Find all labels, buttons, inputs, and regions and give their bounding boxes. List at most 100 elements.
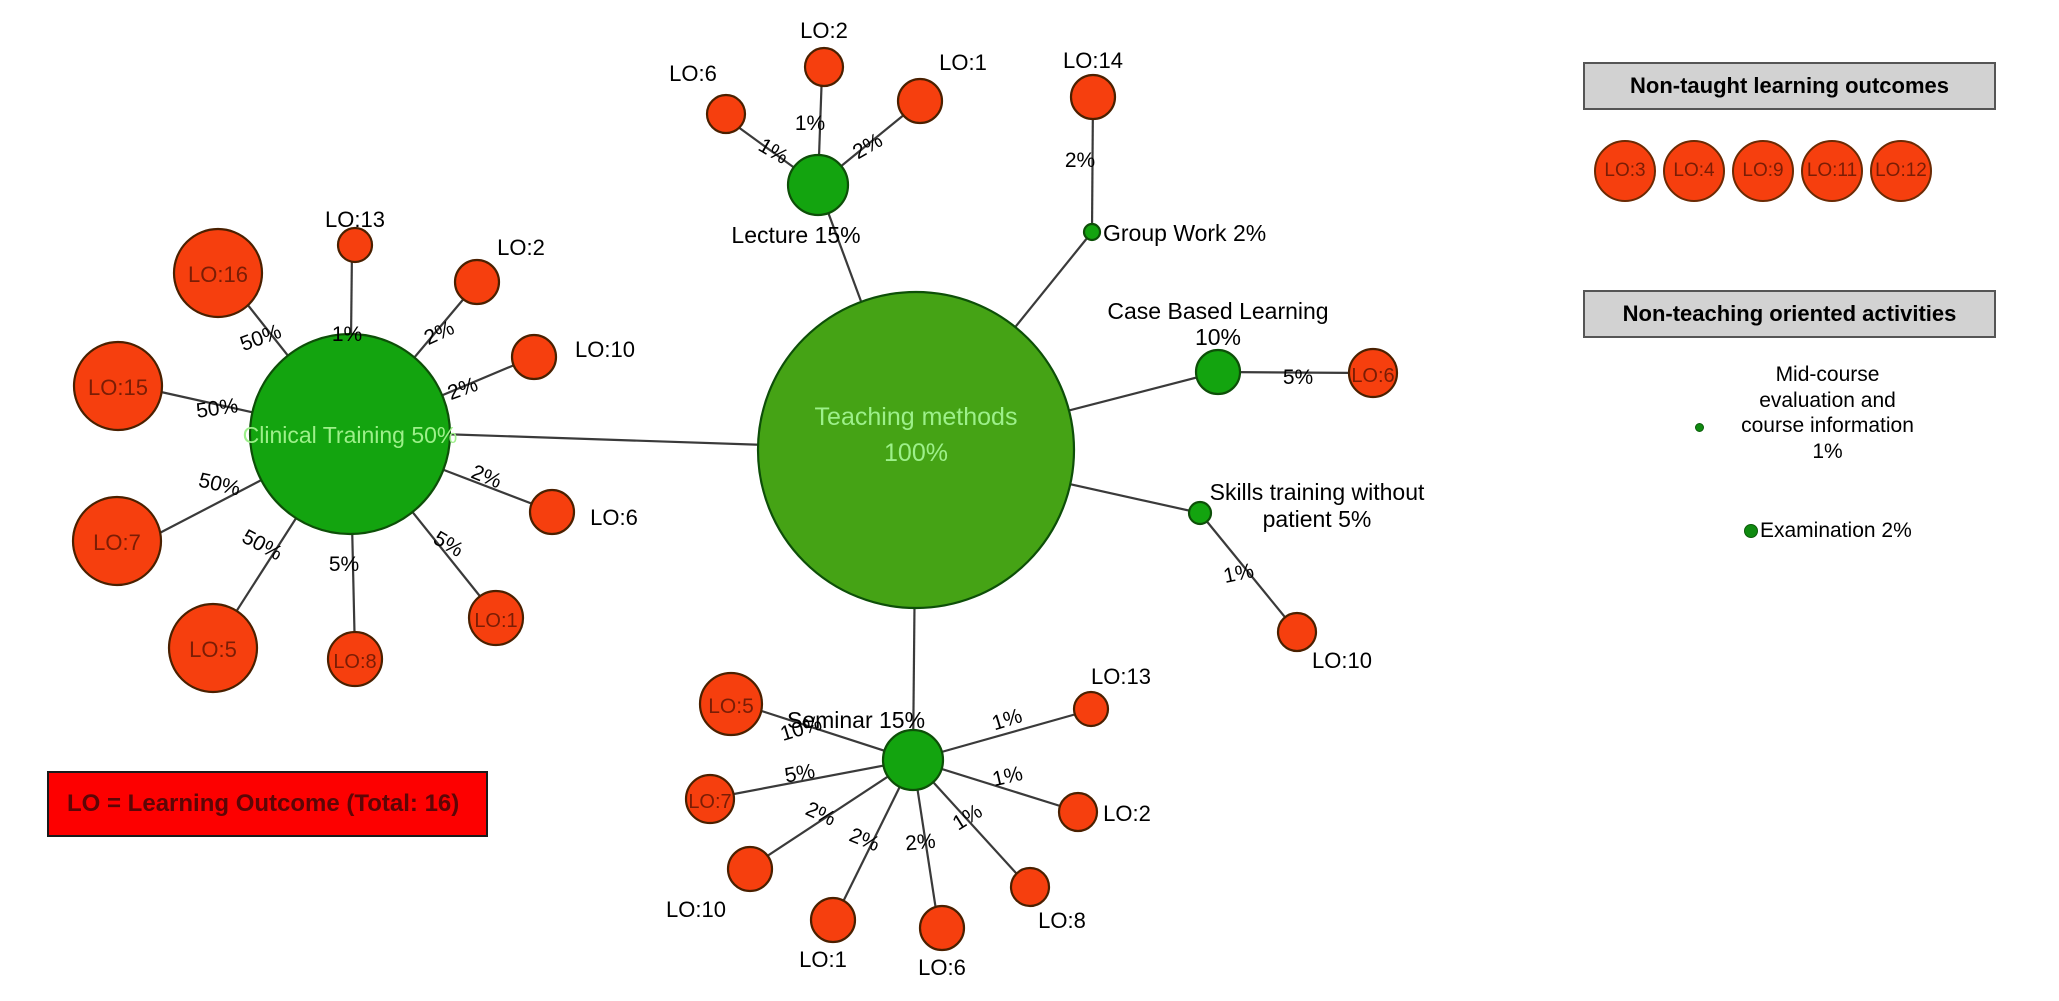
non-teaching-item-mid-course[interactable]: Mid-course evaluation and course informa… <box>1695 362 1955 464</box>
non-taught-lo-9-label: LO:9 <box>1742 160 1784 181</box>
lo-node-lec-lo6[interactable] <box>705 93 747 135</box>
lo-node-ct-lo2[interactable] <box>453 258 501 306</box>
lo-node-gw-lo14[interactable] <box>1069 73 1117 121</box>
lo-node-sem-lo2[interactable] <box>1057 791 1099 833</box>
non-teaching-item-examination[interactable]: Examination 2% <box>1744 518 1912 544</box>
lo-node-cbl-lo6[interactable] <box>1347 347 1399 399</box>
lo-label-ct-lo6: LO:6 <box>590 505 638 530</box>
mid-course-line-1: Mid-course <box>1775 363 1880 386</box>
lo-label-lec-lo1: LO:1 <box>939 50 987 75</box>
lo-node-lec-lo2[interactable] <box>803 46 845 88</box>
lo-label-cbl-lo6: LO:6 <box>1351 365 1394 387</box>
non-taught-lo-9[interactable]: LO:9 <box>1732 140 1794 202</box>
edge-weight-sem-lo1: 2% <box>846 824 883 857</box>
lo-label-ct-lo1: LO:1 <box>474 610 517 632</box>
non-taught-lo-11-label: LO:11 <box>1806 160 1858 181</box>
lo-label-sem-lo7: LO:7 <box>688 791 731 813</box>
lo-label-st-lo10: LO:10 <box>1312 648 1372 673</box>
examination-label: Examination 2% <box>1760 519 1912 542</box>
non-taught-lo-11[interactable]: LO:11 <box>1801 140 1863 202</box>
legend-lo-key: LO = Learning Outcome (Total: 16) <box>47 771 488 837</box>
node-case-based-learning[interactable] <box>1194 348 1242 396</box>
edge-weight-ct-lo7: 50% <box>196 469 242 501</box>
lo-node-ct-lo7[interactable] <box>71 495 163 587</box>
lo-label-ct-lo5: LO:5 <box>189 637 237 662</box>
edge-sem-lo7 <box>717 758 914 799</box>
lo-label-sem-lo10: LO:10 <box>666 897 726 922</box>
lo-label-ct-lo15: LO:15 <box>88 375 148 400</box>
node-group-work[interactable] <box>1082 222 1102 242</box>
edge-weight-sem-lo2: 1% <box>990 762 1025 791</box>
non-taught-lo-4[interactable]: LO:4 <box>1663 140 1725 202</box>
edge-weight-cbl-lo6: 5% <box>1283 366 1313 389</box>
mid-course-line-2: evaluation and <box>1759 388 1896 412</box>
lo-label-ct-lo7: LO:7 <box>93 530 141 555</box>
edge-weight-ct-lo10: 2% <box>445 373 481 405</box>
node-teaching-methods[interactable] <box>756 290 1076 610</box>
node-lecture[interactable] <box>786 153 850 217</box>
edge-weight-sem-lo7: 5% <box>783 760 817 788</box>
node-cbl-label-2: 10% <box>1195 324 1241 350</box>
lo-node-sem-lo8[interactable] <box>1009 866 1051 908</box>
edge-weight-sem-lo10: 2% <box>802 797 839 830</box>
non-taught-lo-list: LO:3 LO:4 LO:9 LO:11 LO:12 <box>1594 140 1932 202</box>
edge-weight-ct-lo6: 2% <box>468 461 505 494</box>
lo-label-ct-lo16: LO:16 <box>188 262 248 287</box>
node-clinical-training-label: Clinical Training 50% <box>243 422 458 448</box>
lo-node-lec-lo1[interactable] <box>896 77 944 125</box>
lo-label-lec-lo6: LO:6 <box>669 61 717 86</box>
lo-node-sem-lo13[interactable] <box>1072 690 1110 728</box>
lo-node-ct-lo13[interactable] <box>336 226 374 264</box>
panel-non-teaching-header: Non-teaching oriented activities <box>1583 290 1996 338</box>
panel-non-teaching-title: Non-teaching oriented activities <box>1622 301 1957 326</box>
lo-node-sem-lo5[interactable] <box>698 671 764 737</box>
node-teaching-methods-label-1: Teaching methods <box>815 403 1018 431</box>
lo-label-sem-lo2: LO:2 <box>1103 801 1151 826</box>
edge-weight-st-lo10: 1% <box>1221 559 1255 588</box>
node-skills-training[interactable] <box>1187 500 1213 526</box>
lo-node-sem-lo7[interactable] <box>684 773 736 825</box>
lo-node-ct-lo10[interactable] <box>510 333 558 381</box>
mid-course-dot-icon <box>1695 422 1704 432</box>
non-taught-lo-12[interactable]: LO:12 <box>1870 140 1932 202</box>
edge-weight-gw-lo14: 2% <box>1065 149 1095 172</box>
lo-node-ct-lo8[interactable] <box>326 630 384 688</box>
lo-node-sem-lo10[interactable] <box>726 845 774 893</box>
edge-weight-lec-lo2: 1% <box>795 112 825 135</box>
node-seminar-label: Seminar 15% <box>787 707 925 733</box>
edge-weight-ct-lo15: 50% <box>195 394 240 423</box>
lo-label-lec-lo2: LO:2 <box>800 18 848 43</box>
edge-weight-ct-lo5: 50% <box>238 525 286 565</box>
node-skills-label-1: Skills training without <box>1210 479 1425 505</box>
lo-node-ct-lo6[interactable] <box>528 488 576 536</box>
non-taught-lo-4-label: LO:4 <box>1673 160 1715 181</box>
node-skills-label-2: patient 5% <box>1263 506 1372 532</box>
lo-node-ct-lo16[interactable] <box>172 227 264 319</box>
lo-node-ct-lo5[interactable] <box>167 602 259 694</box>
lo-label-ct-lo8: LO:8 <box>333 651 376 673</box>
legend-lo-key-label: LO = Learning Outcome (Total: 16) <box>67 790 460 817</box>
panel-non-taught-header: Non-taught learning outcomes <box>1583 62 1996 110</box>
edge-weight-lec-lo6: 1% <box>754 134 792 169</box>
lo-node-ct-lo15[interactable] <box>72 340 164 432</box>
mid-course-label: Mid-course evaluation and course informa… <box>1710 362 1945 464</box>
mid-course-line-4: 1% <box>1812 439 1843 463</box>
non-taught-lo-3[interactable]: LO:3 <box>1594 140 1656 202</box>
edge-weight-sem-lo5: 10% <box>778 712 825 746</box>
lo-label-gw-lo14: LO:14 <box>1063 48 1123 73</box>
node-seminar[interactable] <box>881 728 945 792</box>
lo-node-sem-lo6[interactable] <box>918 904 966 952</box>
edge-cbl-lo6 <box>1217 370 1368 375</box>
lo-node-st-lo10[interactable] <box>1276 611 1318 653</box>
node-clinical-training[interactable] <box>248 332 452 536</box>
edge-weight-ct-lo13: 1% <box>332 323 362 346</box>
lo-node-sem-lo1[interactable] <box>809 896 857 944</box>
mid-course-line-3: course information <box>1741 414 1914 438</box>
lo-label-ct-lo13: LO:13 <box>325 207 385 232</box>
node-cbl-label-1: Case Based Learning <box>1107 298 1328 324</box>
lo-node-ct-lo1[interactable] <box>467 589 525 647</box>
lo-label-sem-lo1: LO:1 <box>799 947 847 972</box>
edge-weight-ct-lo16: 50% <box>237 320 284 356</box>
